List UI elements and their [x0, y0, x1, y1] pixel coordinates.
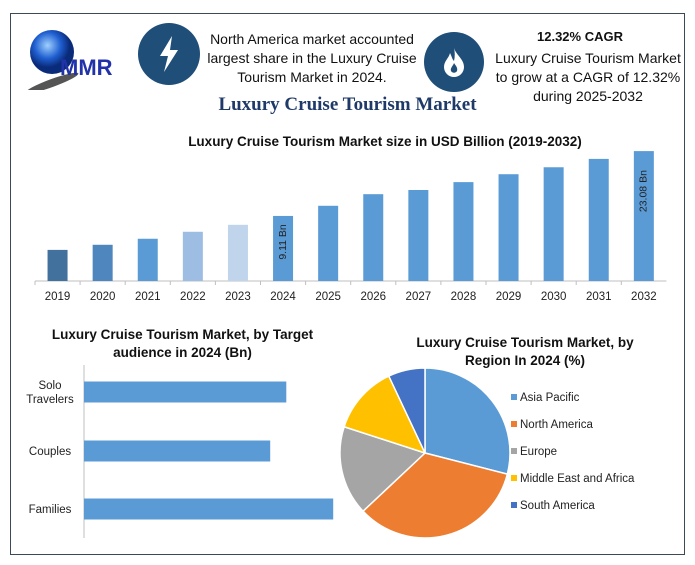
- legend-swatch: [511, 394, 517, 400]
- bar-Solo Travelers: [84, 381, 287, 403]
- legend-swatch: [511, 448, 517, 454]
- bar-2019: [47, 249, 68, 281]
- bar-2021: [137, 238, 158, 281]
- x-tick-label: 2021: [135, 291, 161, 303]
- x-tick-label: 2027: [406, 291, 432, 303]
- legend-label: South America: [520, 500, 595, 512]
- bar-2030: [543, 167, 564, 281]
- bar-Couples: [84, 440, 271, 462]
- legend-swatch: [511, 421, 517, 427]
- y-tick-label: Couples: [29, 446, 71, 458]
- flame-icon: [424, 32, 484, 92]
- bar-2028: [453, 182, 474, 281]
- x-tick-label: 2029: [496, 291, 522, 303]
- x-tick-label: 2028: [451, 291, 477, 303]
- svg-text:MMR: MMR: [60, 55, 113, 80]
- cagr-title: 12.32% CAGR: [537, 29, 623, 44]
- x-tick-label: 2032: [631, 291, 657, 303]
- pie-slice-asia-pacific: [424, 367, 511, 476]
- page-title: Luxury Cruise Tourism Market: [218, 94, 477, 115]
- legend-swatch: [511, 475, 517, 481]
- y-tick-label: Solo Travelers: [26, 380, 74, 406]
- x-tick-label: 2025: [315, 291, 341, 303]
- bar-2032: [633, 151, 654, 281]
- cagr-note: Luxury Cruise Tourism Market to grow at …: [495, 50, 681, 104]
- x-tick-label: 2020: [90, 291, 116, 303]
- x-tick-label: 2024: [270, 291, 296, 303]
- x-tick-label: 2022: [180, 291, 206, 303]
- audience-chart-title: Luxury Cruise Tourism Market, by Target …: [51, 327, 314, 360]
- bar-2029: [498, 174, 519, 281]
- region-chart-title: Luxury Cruise Tourism Market, by Region …: [416, 335, 634, 368]
- legend-label: Middle East and Africa: [520, 473, 635, 485]
- y-tick-label: Families: [29, 504, 72, 516]
- bar-2027: [408, 190, 429, 281]
- legend-label: Europe: [520, 446, 557, 458]
- bar-2024: [273, 215, 294, 281]
- legend-swatch: [511, 502, 517, 508]
- pie-slice-north-america: [361, 452, 509, 539]
- bar-2025: [318, 205, 339, 281]
- pie-slice-south-america: [387, 367, 426, 454]
- market-size-bar-chart: 2019 2020 2021 2022 2023 2024 9.11 Bn 2025 2026 2…: [34, 151, 667, 303]
- mmr-logo: MMR: [22, 25, 132, 94]
- bar-Families: [84, 498, 334, 520]
- bar-2020: [92, 244, 113, 281]
- bar-2031: [588, 158, 609, 281]
- bar-2022: [182, 231, 203, 281]
- data-label-2032: 23.08 Bn: [638, 170, 650, 212]
- lightning-icon: [138, 23, 200, 85]
- pie-slice-middle-east-and-africa: [343, 375, 427, 455]
- x-tick-label: 2026: [360, 291, 386, 303]
- legend-label: Asia Pacific: [520, 392, 580, 404]
- bar-2023: [227, 224, 248, 281]
- pie-slice-europe: [339, 425, 427, 513]
- north-america-note: North America market accounted largest s…: [207, 31, 417, 85]
- x-tick-label: 2019: [45, 291, 71, 303]
- bar-chart-title: Luxury Cruise Tourism Market size in USD…: [188, 134, 582, 149]
- x-tick-label: 2030: [541, 291, 567, 303]
- data-label-2024: 9.11 Bn: [277, 224, 289, 260]
- legend-label: North America: [520, 419, 593, 431]
- x-tick-label: 2031: [586, 291, 612, 303]
- audience-bar-chart: Solo Travelers Couples Families: [26, 365, 334, 538]
- infographic-frame: [10, 13, 685, 555]
- bar-2026: [363, 194, 384, 281]
- x-tick-label: 2023: [225, 291, 251, 303]
